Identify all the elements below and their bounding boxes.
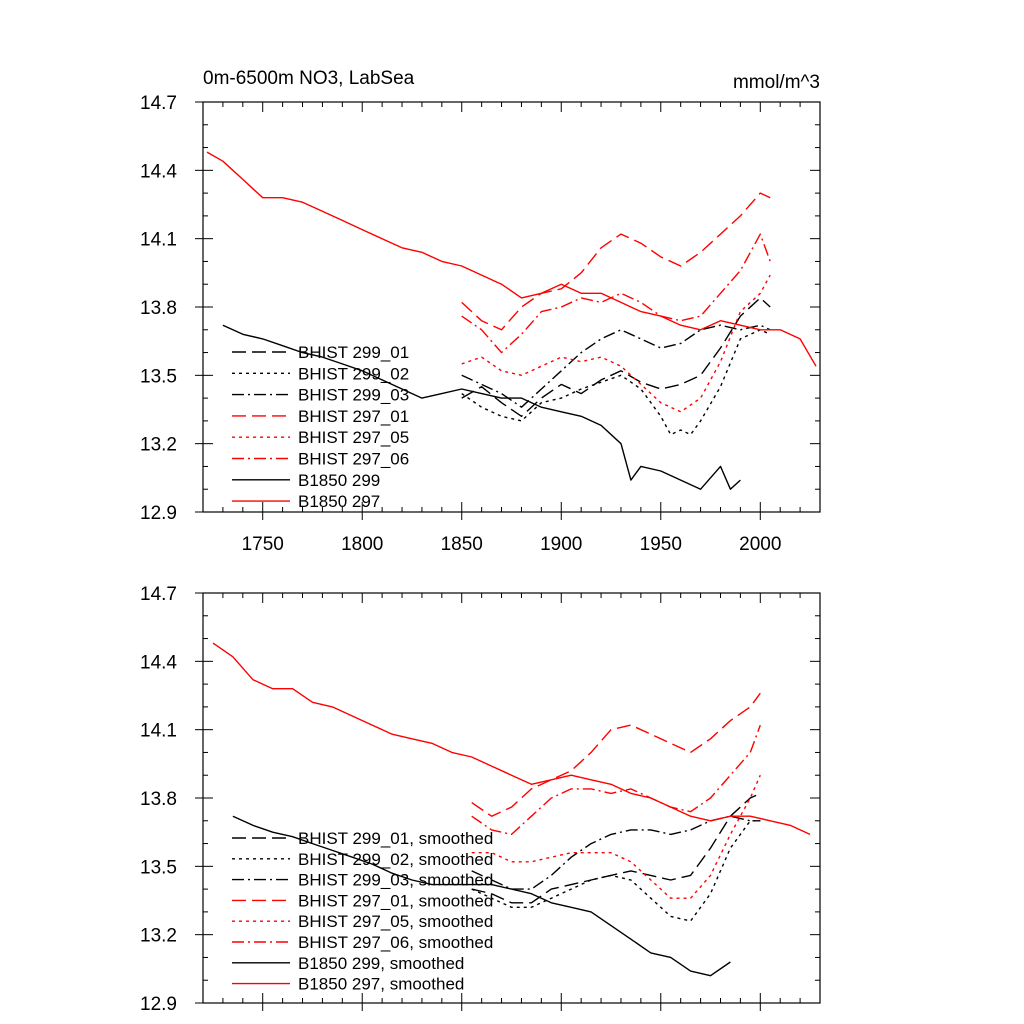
legend-label: BHIST 299_03, smoothed [298, 871, 493, 890]
series-line [461, 192, 771, 331]
legend-label: BHIST 299_02, smoothed [298, 850, 493, 869]
series-line [471, 792, 761, 904]
y-tick-label: 13.8 [140, 789, 177, 810]
y-tick-label: 13.2 [140, 926, 177, 947]
x-tick-label: 1800 [341, 534, 383, 555]
series-line [461, 233, 771, 354]
y-tick-label: 14.7 [140, 93, 177, 114]
chart-title: 0m-6500m NO3, LabSea [203, 68, 415, 89]
legend-label: B1850 297 [298, 492, 380, 511]
legend-label: BHIST 297_01, smoothed [298, 891, 493, 910]
legend-label: BHIST 297_05 [298, 428, 409, 447]
units-label: mmol/m^3 [733, 72, 820, 93]
series-line [471, 724, 761, 836]
y-tick-label: 13.5 [140, 857, 177, 878]
y-tick-label: 12.9 [140, 994, 177, 1015]
top-panel: 1750 1800 1850 1900 1950 2000 12.9 13.2 13.5 13.8… [140, 93, 821, 555]
legend-label: BHIST 297_05, smoothed [298, 912, 493, 931]
y-tick-label: 12.9 [140, 503, 177, 524]
y-tick-label: 13.5 [140, 366, 177, 387]
series-line [212, 642, 811, 836]
y-tick-label: 14.4 [140, 161, 177, 182]
legend-label: B1850 299, smoothed [298, 954, 464, 973]
legend-label: BHIST 299_01, smoothed [298, 829, 493, 848]
series-line [471, 692, 761, 817]
y-tick-label: 13.8 [140, 298, 177, 319]
series-line [471, 774, 761, 899]
y-tick-label: 14.1 [140, 721, 177, 742]
bottom-panel: 12.9 13.2 13.5 13.8 14.1 14.4 14.7 BHIST 299_01… [140, 584, 821, 1015]
y-tick-label: 14.7 [140, 584, 177, 605]
x-tick-label: 1850 [441, 534, 483, 555]
x-tick-label: 1750 [242, 534, 284, 555]
y-tick-label: 14.1 [140, 230, 177, 251]
series-line [471, 820, 761, 922]
legend-label: BHIST 299_03 [298, 386, 409, 405]
y-tick-label: 13.2 [140, 435, 177, 456]
series-line [461, 274, 771, 413]
legend-label: BHIST 297_01 [298, 407, 409, 426]
x-tick-label: 2000 [739, 534, 781, 555]
x-tick-label: 1900 [540, 534, 582, 555]
series-line [206, 151, 817, 367]
legend-label: B1850 297, smoothed [298, 975, 464, 994]
series-line [222, 324, 741, 490]
series-line [232, 815, 731, 977]
x-tick-label: 1950 [640, 534, 682, 555]
plot-frame [202, 592, 821, 1004]
legend-label: B1850 299 [298, 471, 380, 490]
series-line [461, 297, 771, 417]
y-tick-label: 14.4 [140, 652, 177, 673]
series-line [461, 329, 771, 436]
series-line [461, 324, 771, 408]
legend-label: BHIST 297_06, smoothed [298, 933, 493, 952]
plot-frame [202, 101, 821, 513]
legend-label: BHIST 297_06 [298, 450, 409, 469]
legend-label: BHIST 299_01 [298, 343, 409, 362]
legend-label: BHIST 299_02 [298, 364, 409, 383]
